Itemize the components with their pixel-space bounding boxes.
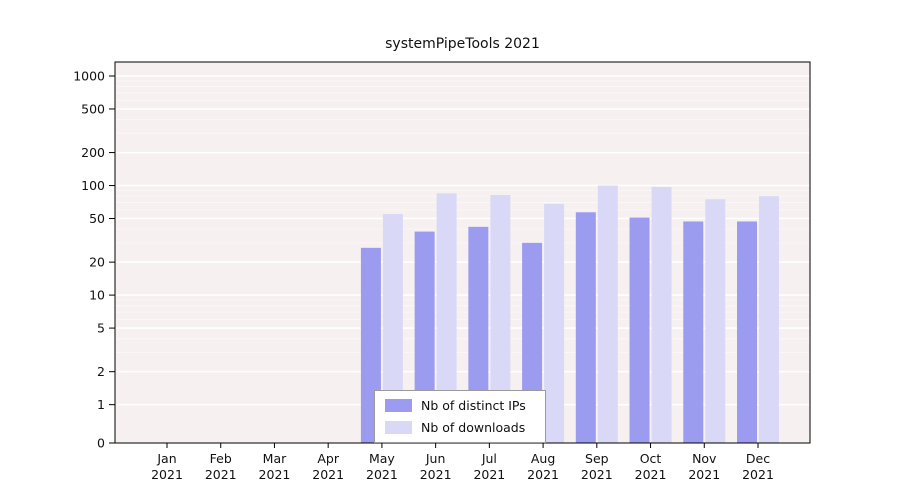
- y-axis-tick-label: 10: [89, 288, 105, 303]
- bar-downloads: [759, 196, 779, 443]
- legend-swatch-downloads-icon: [385, 421, 412, 434]
- legend-label-distinct-ips: Nb of distinct IPs: [421, 398, 526, 413]
- x-axis-label-year: 2021: [259, 467, 291, 482]
- bar-distinct-ips: [683, 221, 704, 443]
- bar-downloads: [490, 194, 511, 443]
- legend-label-downloads: Nb of downloads: [421, 420, 526, 435]
- x-axis-label-month: Mar: [263, 451, 287, 466]
- x-axis-label-year: 2021: [688, 467, 720, 482]
- x-axis-label-month: Feb: [210, 451, 232, 466]
- y-axis-tick-label: 100: [81, 178, 105, 193]
- bar-distinct-ips: [737, 221, 757, 443]
- y-axis-tick-label: 1: [97, 397, 105, 412]
- y-axis-tick-label: 0: [97, 436, 105, 451]
- x-axis-label-month: Dec: [746, 451, 770, 466]
- bar-downloads: [436, 193, 457, 443]
- y-axis-tick-label: 5: [97, 321, 105, 336]
- x-axis-label-month: Oct: [640, 451, 662, 466]
- x-axis-label-year: 2021: [151, 467, 183, 482]
- bar-distinct-ips: [468, 226, 489, 443]
- bar-downloads: [544, 203, 565, 443]
- bar-downloads: [597, 185, 618, 443]
- x-axis-label-year: 2021: [312, 467, 344, 482]
- plot-border: [114, 61, 811, 444]
- y-axis-tick-label: 1000: [73, 69, 105, 84]
- x-axis-label-year: 2021: [366, 467, 398, 482]
- chart-title: systemPipeTools 2021: [385, 36, 540, 52]
- bar-downloads: [382, 213, 403, 443]
- chart-legend: Nb of distinct IPs Nb of downloads: [374, 390, 546, 443]
- x-axis-label-year: 2021: [473, 467, 505, 482]
- x-axis-label-year: 2021: [635, 467, 667, 482]
- x-axis-label-month: Apr: [317, 451, 339, 466]
- y-axis-tick-label: 20: [89, 255, 105, 270]
- x-axis-label-month: Nov: [692, 451, 717, 466]
- legend-swatch-distinct-ips-icon: [385, 399, 412, 412]
- x-axis-label-year: 2021: [581, 467, 613, 482]
- x-axis-label-year: 2021: [205, 467, 237, 482]
- x-axis-label-year: 2021: [420, 467, 452, 482]
- bar-distinct-ips: [629, 217, 650, 443]
- legend-item-downloads: Nb of downloads: [385, 420, 535, 435]
- x-axis-label-month: May: [369, 451, 395, 466]
- x-axis-label-year: 2021: [527, 467, 559, 482]
- bar-distinct-ips: [575, 212, 596, 443]
- x-axis-label-month: Jul: [481, 451, 497, 466]
- x-axis-label-year: 2021: [742, 467, 774, 482]
- x-axis-label-month: Jun: [425, 451, 446, 466]
- y-axis-tick-label: 500: [81, 101, 105, 116]
- y-axis-tick-label: 2: [97, 364, 105, 379]
- bar-downloads: [651, 187, 672, 443]
- x-axis-label-month: Aug: [531, 451, 555, 466]
- y-axis-tick-label: 200: [81, 145, 105, 160]
- bar-downloads: [705, 199, 726, 443]
- x-axis-label-month: Jan: [156, 451, 176, 466]
- x-axis-label-month: Sep: [585, 451, 609, 466]
- legend-item-distinct-ips: Nb of distinct IPs: [385, 398, 535, 413]
- y-axis-tick-label: 50: [89, 211, 105, 226]
